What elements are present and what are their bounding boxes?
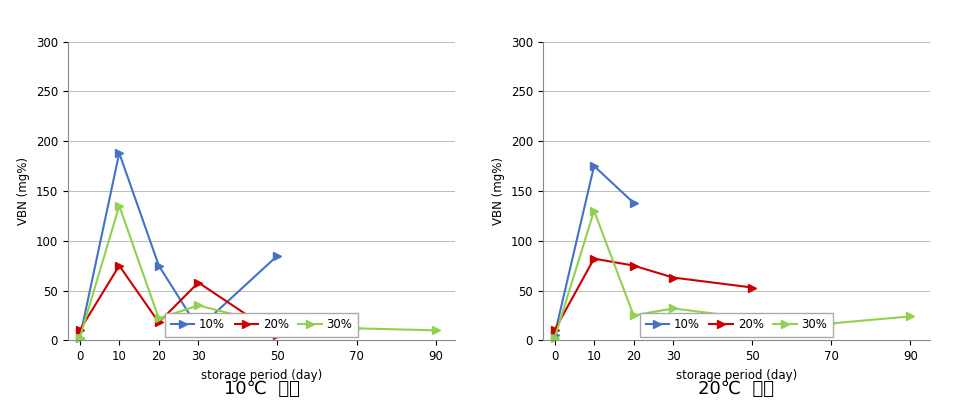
Y-axis label: VBN (mg%): VBN (mg%) xyxy=(492,157,505,225)
20% xyxy=(746,285,758,290)
X-axis label: storage period (day): storage period (day) xyxy=(675,369,797,381)
10% xyxy=(588,164,600,168)
Line: 10%: 10% xyxy=(550,162,638,339)
30% xyxy=(746,316,758,321)
30% xyxy=(826,321,837,326)
20% xyxy=(153,320,165,325)
10% xyxy=(153,263,165,268)
30% xyxy=(351,326,362,331)
10% xyxy=(548,333,560,338)
30% xyxy=(905,314,917,319)
10% xyxy=(74,336,85,341)
Legend: 10%, 20%, 30%: 10%, 20%, 30% xyxy=(165,312,359,337)
30% xyxy=(74,336,85,341)
10% xyxy=(271,253,283,258)
10% xyxy=(193,326,204,331)
30% xyxy=(628,313,640,318)
30% xyxy=(668,306,679,311)
30% xyxy=(113,203,125,208)
30% xyxy=(193,303,204,308)
Text: 10℃  저장: 10℃ 저장 xyxy=(224,381,299,398)
Line: 20%: 20% xyxy=(550,254,757,334)
30% xyxy=(588,208,600,213)
30% xyxy=(430,328,442,333)
X-axis label: storage period (day): storage period (day) xyxy=(201,369,323,381)
30% xyxy=(271,323,283,328)
20% xyxy=(74,328,85,333)
20% xyxy=(271,333,283,338)
Line: 20%: 20% xyxy=(76,261,282,339)
20% xyxy=(588,256,600,261)
20% xyxy=(193,280,204,285)
Line: 30%: 30% xyxy=(550,207,915,342)
20% xyxy=(628,263,640,268)
10% xyxy=(628,200,640,205)
Text: 20℃  저장: 20℃ 저장 xyxy=(699,381,774,398)
30% xyxy=(153,316,165,321)
20% xyxy=(668,275,679,280)
20% xyxy=(113,263,125,268)
30% xyxy=(548,336,560,341)
Line: 10%: 10% xyxy=(76,149,282,342)
Y-axis label: VBN (mg%): VBN (mg%) xyxy=(17,157,30,225)
10% xyxy=(113,151,125,156)
Line: 30%: 30% xyxy=(76,202,440,342)
Legend: 10%, 20%, 30%: 10%, 20%, 30% xyxy=(640,312,833,337)
20% xyxy=(548,328,560,333)
